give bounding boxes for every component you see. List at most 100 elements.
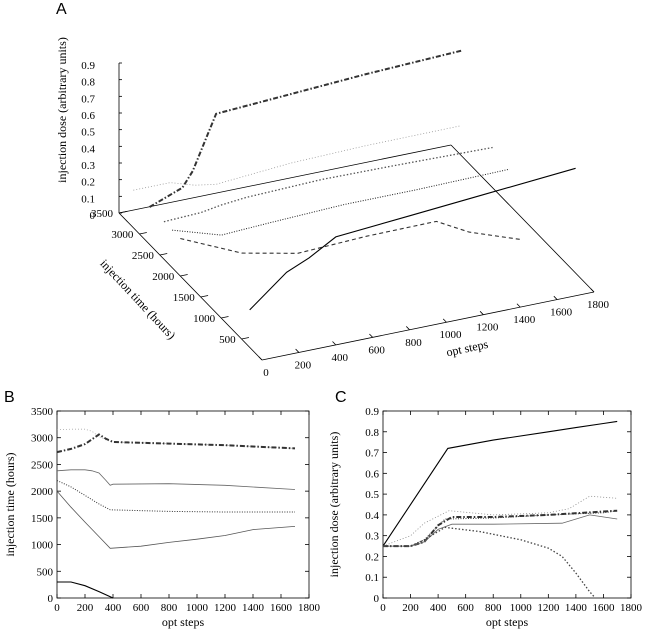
y-tick-label: 3000 [111,229,134,241]
panel-letter-b: B [4,389,15,406]
x-tick-label: 400 [332,352,349,364]
x-tick-label: 1600 [592,602,615,614]
floor-edge-back [118,144,452,214]
z-tick-label: 0 [90,210,96,222]
z-tick-label: 0.6 [81,110,95,122]
y-tick-label: 0.6 [365,468,379,480]
x-tick-label: 1400 [513,314,536,326]
series-line-1 [56,428,296,449]
series-line-6 [57,581,114,599]
x-tick-label: 1200 [476,322,499,334]
x-tick-label: 1800 [587,299,610,311]
x-tick-label: 1800 [298,602,321,614]
series-line-6 [249,167,576,311]
x-tick-mark [369,333,373,338]
y-tick-label: 3500 [91,208,114,220]
z-tick-label: 0.3 [81,160,95,172]
x-tick-mark [516,303,521,308]
x-tick-label: 0 [380,602,386,614]
y-tick-label: 0.4 [365,510,379,522]
panel-a-3d-chart: 0200400600800100012001400160018005001000… [55,37,610,379]
z-tick-label: 0.9 [81,60,95,72]
y-axis-label: injection time (hours) [97,256,178,342]
y-tick-label: 1500 [31,513,54,525]
x-tick-label: 1600 [270,602,293,614]
x-tick-label: 400 [430,602,447,614]
plot-frame [56,410,310,599]
y-tick-label: 0.9 [365,406,379,418]
y-axis-line [118,212,263,361]
z-tick-label: 0.1 [81,193,95,205]
x-tick-label: 800 [161,602,178,614]
x-tick-mark [553,295,558,300]
y-tick-mark [180,274,188,277]
y-tick-mark [241,337,250,340]
series-line-2 [56,433,296,454]
x-tick-label: 200 [77,602,94,614]
y-tick-label: 1500 [173,292,196,304]
panel-letter-a: A [56,1,67,18]
x-tick-label: 400 [105,602,122,614]
y-tick-label: 2500 [31,459,54,471]
x-tick-label: 1000 [439,329,462,341]
y-tick-mark [200,295,209,298]
x-tick-mark [295,348,300,353]
y-axis-label: injection dose (arbitrary units) [327,432,341,578]
x-tick-mark [479,311,484,315]
x-tick-label: 1800 [620,602,643,614]
y-tick-mark [159,253,168,256]
series-line-4 [383,514,618,547]
y-tick-label: 500 [37,566,54,578]
x-tick-label: 600 [457,602,474,614]
panel-letter-c: C [335,389,347,406]
z-tick-label: 0.2 [81,177,95,189]
x-tick-label: 200 [402,602,419,614]
series-line-1 [382,420,618,547]
x-axis-label: opt steps [162,615,205,629]
z-tick-label: 0.4 [81,143,95,155]
series-line-2 [382,495,618,547]
x-tick-label: 1200 [537,602,560,614]
y-tick-label: 3000 [31,433,54,445]
y-tick-label: 3500 [31,406,54,418]
y-tick-label: 0.7 [365,448,379,460]
x-axis-line [261,291,595,361]
y-tick-label: 0.1 [365,572,379,584]
x-tick-label: 800 [405,337,422,349]
y-axis-label: injection time (hours) [3,453,17,557]
y-tick-label: 2000 [31,486,54,498]
x-tick-label: 200 [295,359,312,371]
series-line-3 [163,146,493,223]
x-tick-mark [442,318,447,323]
x-tick-mark [590,288,595,293]
y-tick-label: 2500 [132,250,155,262]
y-tick-label: 1000 [31,540,54,552]
series-line-5 [383,510,618,547]
x-tick-label: 1400 [565,602,588,614]
x-tick-label: 1600 [550,307,573,319]
y-tick-label: 0.8 [365,427,379,439]
x-tick-label: 600 [368,344,385,356]
y-tick-mark [139,232,147,235]
x-tick-label: 1400 [242,602,265,614]
y-tick-label: 0.3 [365,531,379,543]
panel-c-chart: 0 200 400 600 800 1000 1200 1400 1600 1800 0 0.1 0.2… [327,406,643,629]
y-tick-mark [221,316,229,319]
z-axis-label: injection dose (arbitrary units) [55,37,69,183]
plot-frame [382,410,632,599]
series-line-6 [383,526,596,599]
x-tick-label: 0 [263,367,269,379]
series-line-5 [56,490,296,549]
x-tick-label: 1000 [186,602,209,614]
x-tick-label: 800 [485,602,502,614]
series-line-5 [180,220,521,254]
y-tick-label: 0 [48,593,54,605]
y-tick-label: 2000 [152,271,175,283]
z-tick-label: 0.5 [81,127,95,139]
x-tick-mark [332,341,337,346]
x-tick-label: 1200 [214,602,237,614]
y-tick-label: 0.5 [365,489,379,501]
y-tick-label: 500 [219,334,236,346]
x-tick-label: 1000 [510,602,533,614]
